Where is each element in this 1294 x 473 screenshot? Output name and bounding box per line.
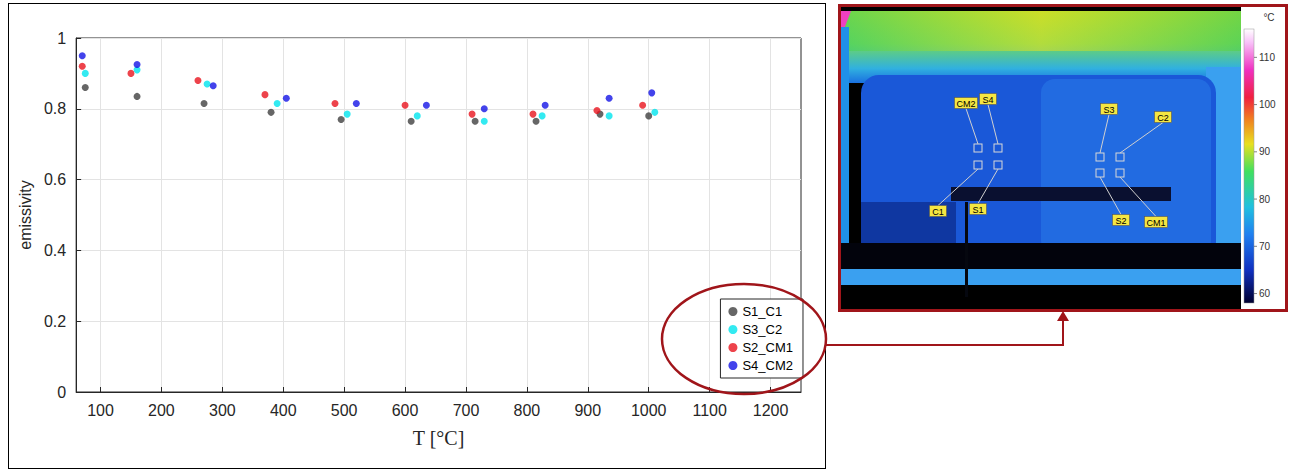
svg-text:70: 70: [1259, 241, 1271, 252]
svg-text:S4_CM2: S4_CM2: [742, 358, 793, 373]
svg-text:300: 300: [209, 402, 236, 419]
svg-text:emissivity: emissivity: [17, 180, 34, 249]
svg-text:S1_C1: S1_C1: [742, 304, 782, 319]
svg-text:S2: S2: [1115, 216, 1126, 226]
svg-text:1: 1: [57, 30, 66, 47]
svg-text:CM1: CM1: [1146, 218, 1165, 228]
svg-text:S3: S3: [1103, 105, 1114, 115]
svg-text:90: 90: [1259, 146, 1271, 157]
svg-text:0.8: 0.8: [44, 100, 66, 117]
svg-text:S4: S4: [982, 95, 993, 105]
svg-text:400: 400: [270, 402, 297, 419]
svg-text:1100: 1100: [692, 402, 727, 419]
svg-text:100: 100: [87, 402, 114, 419]
svg-text:900: 900: [574, 402, 601, 419]
svg-text:CM2: CM2: [956, 99, 975, 109]
svg-text:500: 500: [331, 402, 358, 419]
svg-text:800: 800: [514, 402, 541, 419]
svg-text:600: 600: [392, 402, 419, 419]
svg-text:°C: °C: [1263, 12, 1274, 23]
svg-text:100: 100: [1259, 99, 1276, 110]
svg-text:C1: C1: [932, 207, 944, 217]
svg-text:200: 200: [148, 402, 175, 419]
svg-text:S2_CM1: S2_CM1: [742, 340, 793, 355]
svg-text:700: 700: [453, 402, 480, 419]
svg-text:S1: S1: [972, 205, 983, 215]
svg-text:110: 110: [1259, 52, 1275, 63]
svg-text:C2: C2: [1157, 113, 1169, 123]
svg-text:T [°C]: T [°C]: [413, 427, 465, 449]
svg-text:0.6: 0.6: [44, 171, 66, 188]
svg-text:1000: 1000: [631, 402, 667, 419]
svg-text:60: 60: [1259, 288, 1271, 299]
svg-text:80: 80: [1259, 194, 1271, 205]
svg-text:1200: 1200: [753, 402, 789, 419]
svg-text:0.2: 0.2: [44, 313, 66, 330]
svg-text:0.4: 0.4: [44, 242, 66, 259]
svg-text:S3_C2: S3_C2: [742, 322, 782, 337]
svg-text:0: 0: [57, 384, 66, 401]
